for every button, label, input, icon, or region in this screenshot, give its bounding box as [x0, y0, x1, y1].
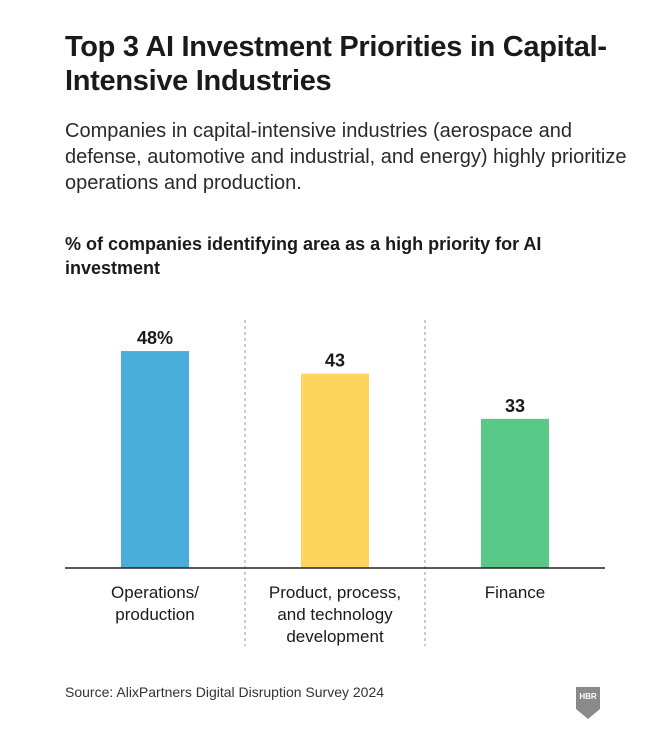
bar-chart: 48% Operations/production 43 Product, proce…	[65, 320, 605, 646]
data-label: 33	[505, 396, 525, 416]
category-label-line: production	[115, 605, 194, 624]
bar	[301, 373, 369, 568]
category-label: Finance	[485, 583, 545, 602]
data-label: 43	[325, 351, 345, 371]
chart-subtitle: Companies in capital-intensive industrie…	[65, 120, 627, 194]
category-label-line: development	[286, 627, 384, 646]
chart-heading: % of companies identifying area as a hig…	[65, 234, 542, 278]
bar	[481, 418, 549, 568]
chart-title: Top 3 AI Investment Priorities in Capita…	[65, 31, 607, 97]
logo-text: HBR	[579, 692, 597, 701]
hbr-logo: HBR	[576, 687, 600, 719]
source-note: Source: AlixPartners Digital Disruption …	[65, 684, 385, 700]
category-label-line: Finance	[485, 583, 545, 602]
category-label: Product, process, and technology developme…	[269, 583, 401, 646]
bar	[121, 351, 189, 568]
category-label-line: Operations/	[111, 583, 199, 602]
category-label: Operations/production	[111, 583, 199, 624]
data-label: 48%	[137, 328, 173, 348]
category-label-line: and technology	[277, 605, 393, 624]
category-label-line: Product, process,	[269, 583, 401, 602]
